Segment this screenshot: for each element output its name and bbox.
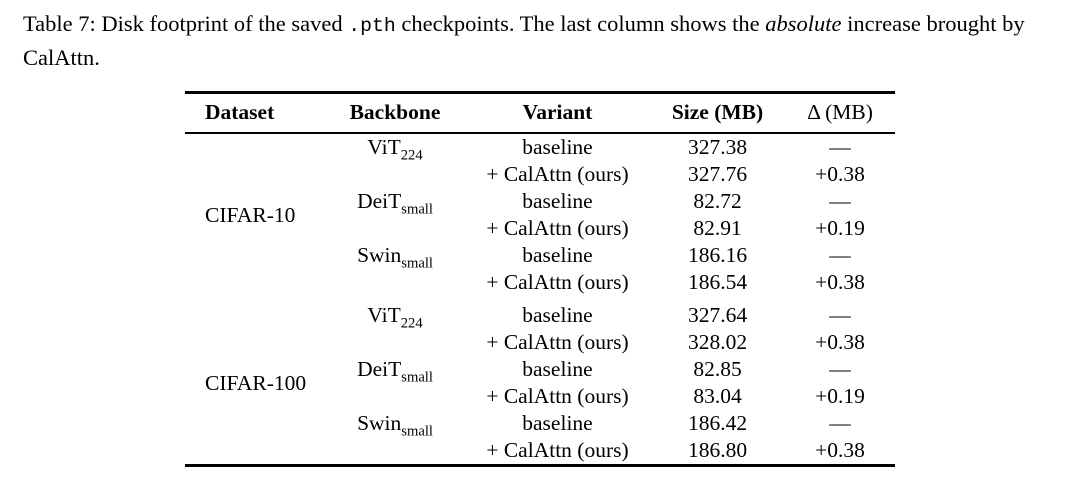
size-cell: 186.42 <box>687 411 748 435</box>
backbone-cell: DeiTsmall <box>325 356 465 386</box>
caption-text-2: checkpoints. The last column shows the <box>401 11 760 36</box>
variant-cell: + CalAttn (ours) <box>486 438 629 462</box>
results-table: Dataset Backbone Variant Size (MB) Δ (MB… <box>185 91 895 467</box>
delta-cell: — <box>829 303 851 327</box>
table-row: DeiTsmall baseline 82.85 — <box>185 356 895 386</box>
size-cell: 327.64 <box>687 303 748 327</box>
header-row: Dataset Backbone Variant Size (MB) Δ (MB… <box>185 92 895 134</box>
delta-cell: +0.38 <box>815 330 865 354</box>
backbone-name: DeiT <box>357 357 402 381</box>
backbone-cell: Swinsmall <box>325 242 465 272</box>
delta-cell: +0.19 <box>815 384 865 408</box>
caption-text-1: Disk footprint of the saved <box>101 11 343 36</box>
size-cell: 82.72 <box>693 189 742 213</box>
delta-cell: — <box>829 189 851 213</box>
size-cell: 186.80 <box>687 438 748 462</box>
table-row: + CalAttn (ours) 82.91 +0.19 <box>185 215 895 242</box>
variant-cell: + CalAttn (ours) <box>486 216 629 240</box>
group-cifar10: CIFAR-10 ViT224 baseline 327.38 — + CalA… <box>185 133 895 296</box>
caption-label: Table 7: <box>23 11 96 36</box>
caption-code-pth: .pth <box>348 15 396 37</box>
table-row: + CalAttn (ours) 186.54 +0.38 <box>185 269 895 296</box>
delta-cell: +0.19 <box>815 216 865 240</box>
variant-cell: baseline <box>522 357 593 381</box>
backbone-subscript: small <box>401 369 433 386</box>
backbone-subscript: 224 <box>400 147 423 164</box>
header-delta: Δ (MB) <box>785 92 895 134</box>
backbone-cell <box>325 383 465 410</box>
table-row: Swinsmall baseline 186.42 — <box>185 410 895 440</box>
backbone-cell <box>325 269 465 296</box>
size-cell: 83.04 <box>693 384 742 408</box>
table-row: Swinsmall baseline 186.16 — <box>185 242 895 272</box>
backbone-cell: Swinsmall <box>325 410 465 440</box>
variant-cell: + CalAttn (ours) <box>486 330 629 354</box>
backbone-subscript: small <box>401 423 433 440</box>
backbone-cell: ViT224 <box>325 296 465 332</box>
backbone-name: ViT <box>367 303 401 327</box>
variant-cell: baseline <box>522 135 593 159</box>
variant-cell: baseline <box>522 303 593 327</box>
size-cell: 328.02 <box>687 330 748 354</box>
dataset-cell: CIFAR-10 <box>205 202 296 227</box>
size-cell: 82.85 <box>693 357 742 381</box>
delta-cell: — <box>829 411 851 435</box>
table-row: + CalAttn (ours) 83.04 +0.19 <box>185 383 895 410</box>
table-caption: Table 7: Disk footprint of the saved .pt… <box>23 8 1063 74</box>
backbone-name: Swin <box>357 411 402 435</box>
table-row: + CalAttn (ours) 327.76 +0.38 <box>185 161 895 188</box>
delta-cell: — <box>829 243 851 267</box>
delta-cell: +0.38 <box>815 270 865 294</box>
backbone-cell <box>325 437 465 466</box>
header-dataset: Dataset <box>185 92 325 134</box>
size-cell: 82.91 <box>693 216 742 240</box>
variant-cell: baseline <box>522 411 593 435</box>
table-row: + CalAttn (ours) 328.02 +0.38 <box>185 329 895 356</box>
size-cell: 327.38 <box>687 135 748 159</box>
table-container: Dataset Backbone Variant Size (MB) Δ (MB… <box>185 91 895 467</box>
delta-cell: — <box>829 135 851 159</box>
caption-emph-absolute: absolute <box>765 11 842 36</box>
variant-cell: + CalAttn (ours) <box>486 270 629 294</box>
table-row: CIFAR-100 ViT224 baseline 327.64 — <box>185 296 895 395</box>
backbone-name: Swin <box>357 243 402 267</box>
size-cell: 186.54 <box>687 270 748 294</box>
backbone-cell: ViT224 <box>325 133 465 164</box>
group-cifar100: CIFAR-100 ViT224 baseline 327.64 — + Cal… <box>185 296 895 466</box>
backbone-name: DeiT <box>357 189 402 213</box>
header-backbone: Backbone <box>325 92 465 134</box>
size-cell: 186.16 <box>687 243 748 267</box>
dataset-cell: CIFAR-100 <box>205 370 307 395</box>
backbone-cell <box>325 215 465 242</box>
backbone-cell: DeiTsmall <box>325 188 465 218</box>
header-variant: Variant <box>465 92 650 134</box>
delta-cell: +0.38 <box>815 162 865 186</box>
variant-cell: baseline <box>522 243 593 267</box>
variant-cell: + CalAttn (ours) <box>486 162 629 186</box>
caption-text-3: increase brought by CalAttn. <box>23 11 1025 70</box>
backbone-cell <box>325 161 465 188</box>
backbone-subscript: small <box>401 255 433 272</box>
variant-cell: + CalAttn (ours) <box>486 384 629 408</box>
backbone-subscript: 224 <box>400 315 423 332</box>
backbone-subscript: small <box>401 201 433 218</box>
delta-cell: — <box>829 357 851 381</box>
size-cell: 327.76 <box>687 162 748 186</box>
delta-cell: +0.38 <box>815 438 865 462</box>
variant-cell: baseline <box>522 189 593 213</box>
table-row: CIFAR-10 ViT224 baseline 327.38 — <box>185 133 895 227</box>
table-row: DeiTsmall baseline 82.72 — <box>185 188 895 218</box>
table-row: + CalAttn (ours) 186.80 +0.38 <box>185 437 895 466</box>
backbone-name: ViT <box>367 135 401 159</box>
backbone-cell <box>325 329 465 356</box>
table-header: Dataset Backbone Variant Size (MB) Δ (MB… <box>185 92 895 134</box>
header-size: Size (MB) <box>650 92 785 134</box>
